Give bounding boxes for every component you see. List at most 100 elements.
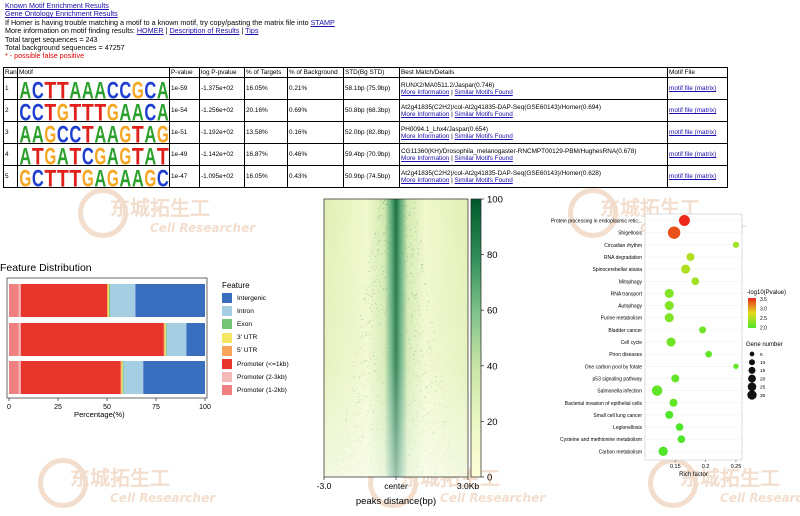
enrichment-bubble — [677, 435, 686, 444]
similar-motifs-link[interactable]: Similar Motifs Found — [454, 110, 513, 118]
tips-link[interactable]: Tips — [245, 26, 259, 36]
motif-results-table: Rank Motif P-value log P-pvalue % of Tar… — [3, 67, 728, 188]
enrichment-bubble — [675, 423, 684, 431]
best-match-cell: At2g41835(C2H2)/col-At2g41835-DAP-Seq(GS… — [399, 165, 668, 188]
legend-swatch — [222, 372, 232, 383]
best-match-text: CG11360(KH)/Drosophila_melanogaster-RNCM… — [401, 147, 637, 155]
motif-file-cell: motif file (matrix) — [667, 143, 728, 166]
description-link[interactable]: Description of Results — [169, 26, 240, 36]
watermark-en: Cell Researcher — [110, 491, 216, 505]
motif-base-letter: G — [82, 167, 94, 187]
size-legend-label: 10 — [760, 360, 766, 366]
motif-base-letter: A — [32, 123, 44, 143]
pathway-label: RNA degradation — [604, 255, 642, 261]
motif-base-letter: G — [119, 145, 131, 165]
colorbar-tick-label: 40 — [487, 361, 498, 372]
pvalue-cell: 1e-51 — [169, 121, 200, 144]
best-match-cell: RUNX2/MA0511.2/Jaspar(0.746) More Informa… — [399, 77, 668, 100]
similar-motifs-link[interactable]: Similar Motifs Found — [454, 154, 513, 162]
motif-file-link[interactable]: motif file (matrix) — [669, 129, 717, 136]
stacked-bar-segment — [9, 323, 19, 356]
similar-motifs-link[interactable]: Similar Motifs Found — [454, 132, 513, 140]
gene-ontology-link[interactable]: Gene Ontology Enrichment Results — [5, 9, 118, 19]
pathway-label: RNA transport — [611, 291, 643, 297]
motif-base-letter: A — [82, 79, 94, 99]
size-legend-label: 15 — [760, 368, 766, 374]
motif-base-letter: G — [157, 123, 169, 143]
colorbar-tick-label: 20 — [487, 417, 498, 428]
motif-base-letter: G — [119, 123, 131, 143]
peak-heatmap: -3.0 center 3.0Kb peaks distance(bp) 0 20 40 60… — [317, 195, 503, 507]
motif-base-letter: A — [57, 145, 69, 165]
stacked-bar-segment — [120, 361, 122, 394]
motif-file-link[interactable]: motif file (matrix) — [669, 173, 717, 180]
stacked-bar-segment — [20, 361, 121, 394]
more-information-link[interactable]: More Information — [401, 110, 450, 118]
motif-base-letter: C — [157, 167, 169, 187]
size-legend-dot — [748, 366, 756, 374]
enrichment-bubble — [664, 313, 674, 323]
color-legend-tick: 3.0 — [760, 307, 767, 313]
feature-distribution-chart: 0 25 50 75 100 — [6, 277, 211, 410]
best-match-text: At2g41835(C2H2)/col-At2g41835-DAP-Seq(GS… — [401, 169, 601, 177]
best-match-cell: PH0094.1_Lhx4/Jaspar(0.654) More Informat… — [399, 121, 668, 144]
more-information-link[interactable]: More Information — [401, 154, 450, 162]
more-information-link[interactable]: More Information — [401, 176, 450, 184]
legend-item: Intron — [222, 306, 254, 317]
more-information-link[interactable]: More Information — [401, 88, 450, 96]
background-cell: 0.21% — [287, 77, 344, 100]
similar-motifs-link[interactable]: Similar Motifs Found — [454, 88, 513, 96]
stamp-hint-text: If Homer is having trouble matching a mo… — [5, 17, 311, 27]
pathway-label: Protein processing in endoplasmic retic.… — [551, 219, 642, 225]
enrichment-bubble — [681, 264, 691, 274]
logp-cell: -1.256e+02 — [199, 99, 245, 122]
false-positive-note: * - possible false positive — [5, 51, 85, 61]
enrichment-bubble — [686, 252, 695, 261]
x-tick-label: 50 — [103, 404, 111, 410]
legend-label: Promoter (2-3kb) — [237, 373, 287, 381]
legend-label: Intergenic — [237, 294, 266, 302]
kegg-xlabel: Rich factor — [679, 472, 708, 478]
col-header: % of Targets — [244, 67, 288, 78]
motif-base-letter: C — [57, 123, 69, 143]
motif-file-link[interactable]: motif file (matrix) — [669, 85, 717, 92]
pathway-label: Mitophagy — [619, 279, 643, 285]
motif-base-letter: T — [32, 145, 44, 165]
motif-file-link[interactable]: motif file (matrix) — [669, 151, 717, 158]
more-information-link[interactable]: More Information — [401, 132, 450, 140]
motif-file-cell: motif file (matrix) — [667, 99, 728, 122]
motif-base-letter: A — [94, 123, 106, 143]
legend-item: Promoter (1-2kb) — [222, 385, 287, 396]
col-header: STD(Bg STD) — [343, 67, 400, 78]
x-tick-label: 100 — [199, 404, 211, 410]
std-cell: 50.9bp (74.5bp) — [343, 165, 400, 188]
watermark-logo-icon — [38, 458, 88, 508]
motif-file-link[interactable]: motif file (matrix) — [669, 107, 717, 114]
homer-link[interactable]: HOMER — [136, 26, 164, 36]
similar-motifs-link[interactable]: Similar Motifs Found — [454, 176, 513, 184]
stacked-bar-segment — [166, 323, 187, 356]
color-legend-tick: 2.5 — [760, 316, 767, 322]
motif-base-letter: G — [44, 145, 56, 165]
watermark-logo-icon — [78, 188, 128, 238]
stamp-link[interactable]: STAMP — [310, 17, 335, 27]
motif-base-letter: T — [69, 167, 81, 187]
pathway-label: Spinocerebellar ataxia — [593, 267, 643, 273]
legend-swatch — [222, 319, 232, 330]
best-match-cell: CG11360(KH)/Drosophila_melanogaster-RNCM… — [399, 143, 668, 166]
motif-base-letter: T — [69, 101, 81, 121]
size-legend-dot — [747, 382, 757, 392]
legend-item: Promoter (<=1kb) — [222, 359, 289, 369]
logp-cell: -1.142e+02 — [199, 143, 245, 166]
legend-swatch — [222, 332, 232, 343]
pathway-label: Prion diseases — [609, 352, 642, 358]
pathway-label: Small cell lung cancer — [593, 413, 642, 419]
motif-base-letter: C — [32, 167, 44, 187]
known-motif-link[interactable]: Known Motif Enrichment Results — [5, 1, 109, 10]
legend-item: 5' UTR — [222, 345, 257, 356]
